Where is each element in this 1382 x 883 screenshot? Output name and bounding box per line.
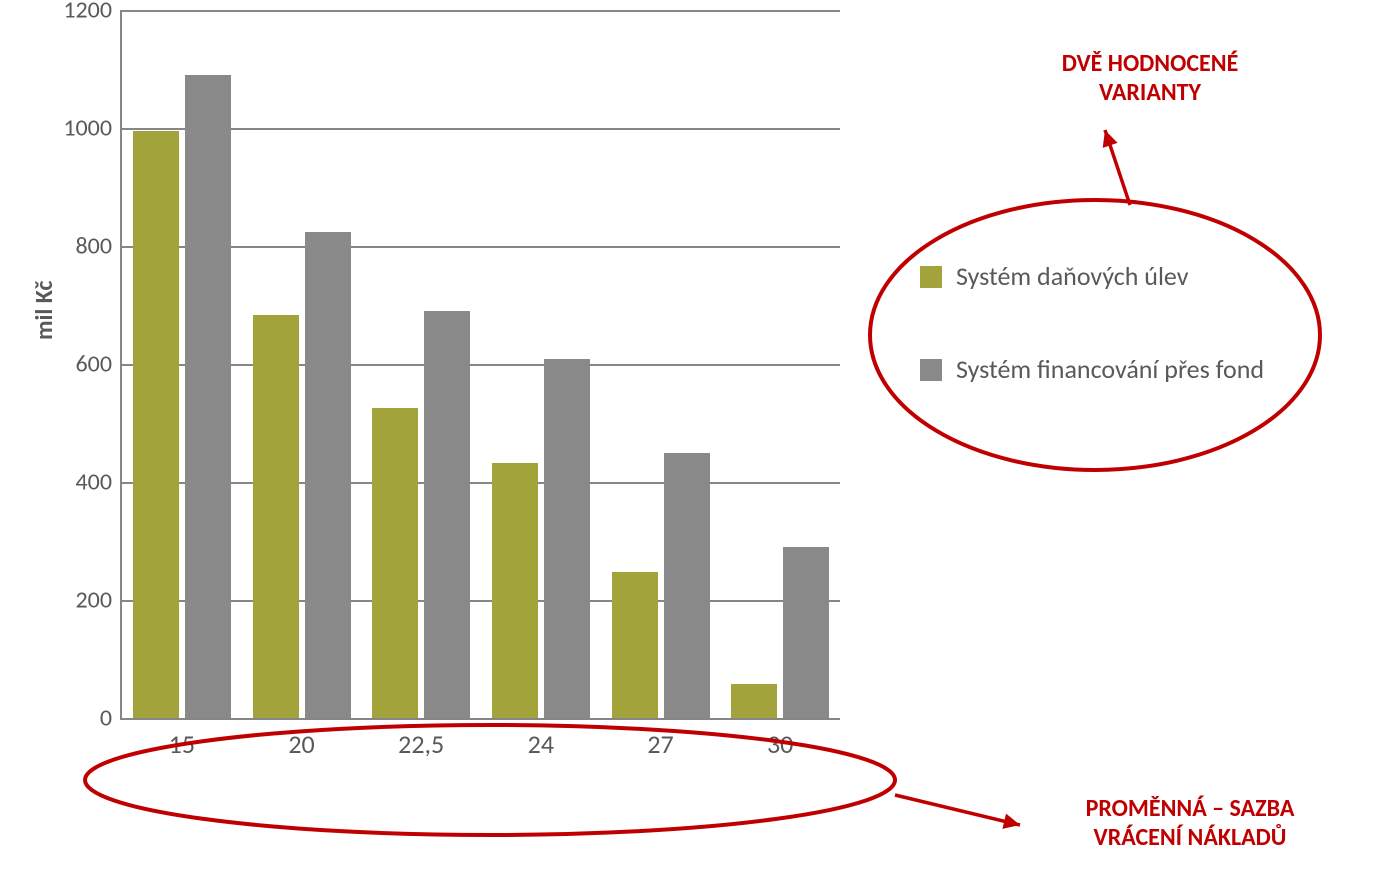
x-tick-label: 15 <box>169 718 195 760</box>
y-tick-label: 600 <box>76 350 123 379</box>
legend-label-b: Systém financování přes fond <box>956 353 1264 386</box>
bar-b <box>185 75 231 718</box>
arrow-top <box>1103 130 1130 205</box>
y-tick-label: 0 <box>100 704 122 733</box>
bar-b <box>664 453 710 718</box>
y-tick-label: 800 <box>76 232 123 261</box>
legend-item-a: Systém daňových úlev <box>920 260 1340 293</box>
y-tick-label: 1000 <box>63 114 122 143</box>
bar-a <box>731 684 777 718</box>
bar-b <box>544 359 590 718</box>
legend-item-b: Systém financování přes fond <box>920 353 1340 386</box>
gridline <box>122 10 840 12</box>
chart-stage: mil Kč 020040060080010001200152022,52427… <box>0 0 1382 883</box>
x-tick-label: 22,5 <box>398 718 444 760</box>
x-tick-label: 27 <box>647 718 673 760</box>
legend-swatch-a <box>920 266 942 288</box>
annotation-bottom-right: PROMĚNNÁ – SAZBA VRÁCENÍ NÁKLADŮ <box>1040 795 1340 853</box>
y-tick-label: 200 <box>76 586 123 615</box>
plot-area: 020040060080010001200152022,5242730 <box>120 10 840 720</box>
legend-swatch-b <box>920 359 942 381</box>
y-axis-title: mil Kč <box>30 281 59 340</box>
arrow-bottom <box>895 795 1020 829</box>
bar-a <box>253 315 299 718</box>
bar-b <box>424 311 470 718</box>
bar-a <box>612 572 658 718</box>
legend: Systém daňových úlev Systém financování … <box>920 260 1340 445</box>
legend-label-a: Systém daňových úlev <box>956 260 1188 293</box>
y-tick-label: 400 <box>76 468 123 497</box>
bar-a <box>492 463 538 718</box>
y-tick-label: 1200 <box>63 0 122 25</box>
bar-a <box>133 131 179 718</box>
annotation-top-right: DVĚ HODNOCENÉ VARIANTY <box>1000 50 1300 108</box>
x-tick-label: 24 <box>528 718 554 760</box>
bar-b <box>305 232 351 718</box>
x-tick-label: 20 <box>288 718 314 760</box>
x-tick-label: 30 <box>767 718 793 760</box>
bar-a <box>372 408 418 718</box>
bar-b <box>783 547 829 718</box>
